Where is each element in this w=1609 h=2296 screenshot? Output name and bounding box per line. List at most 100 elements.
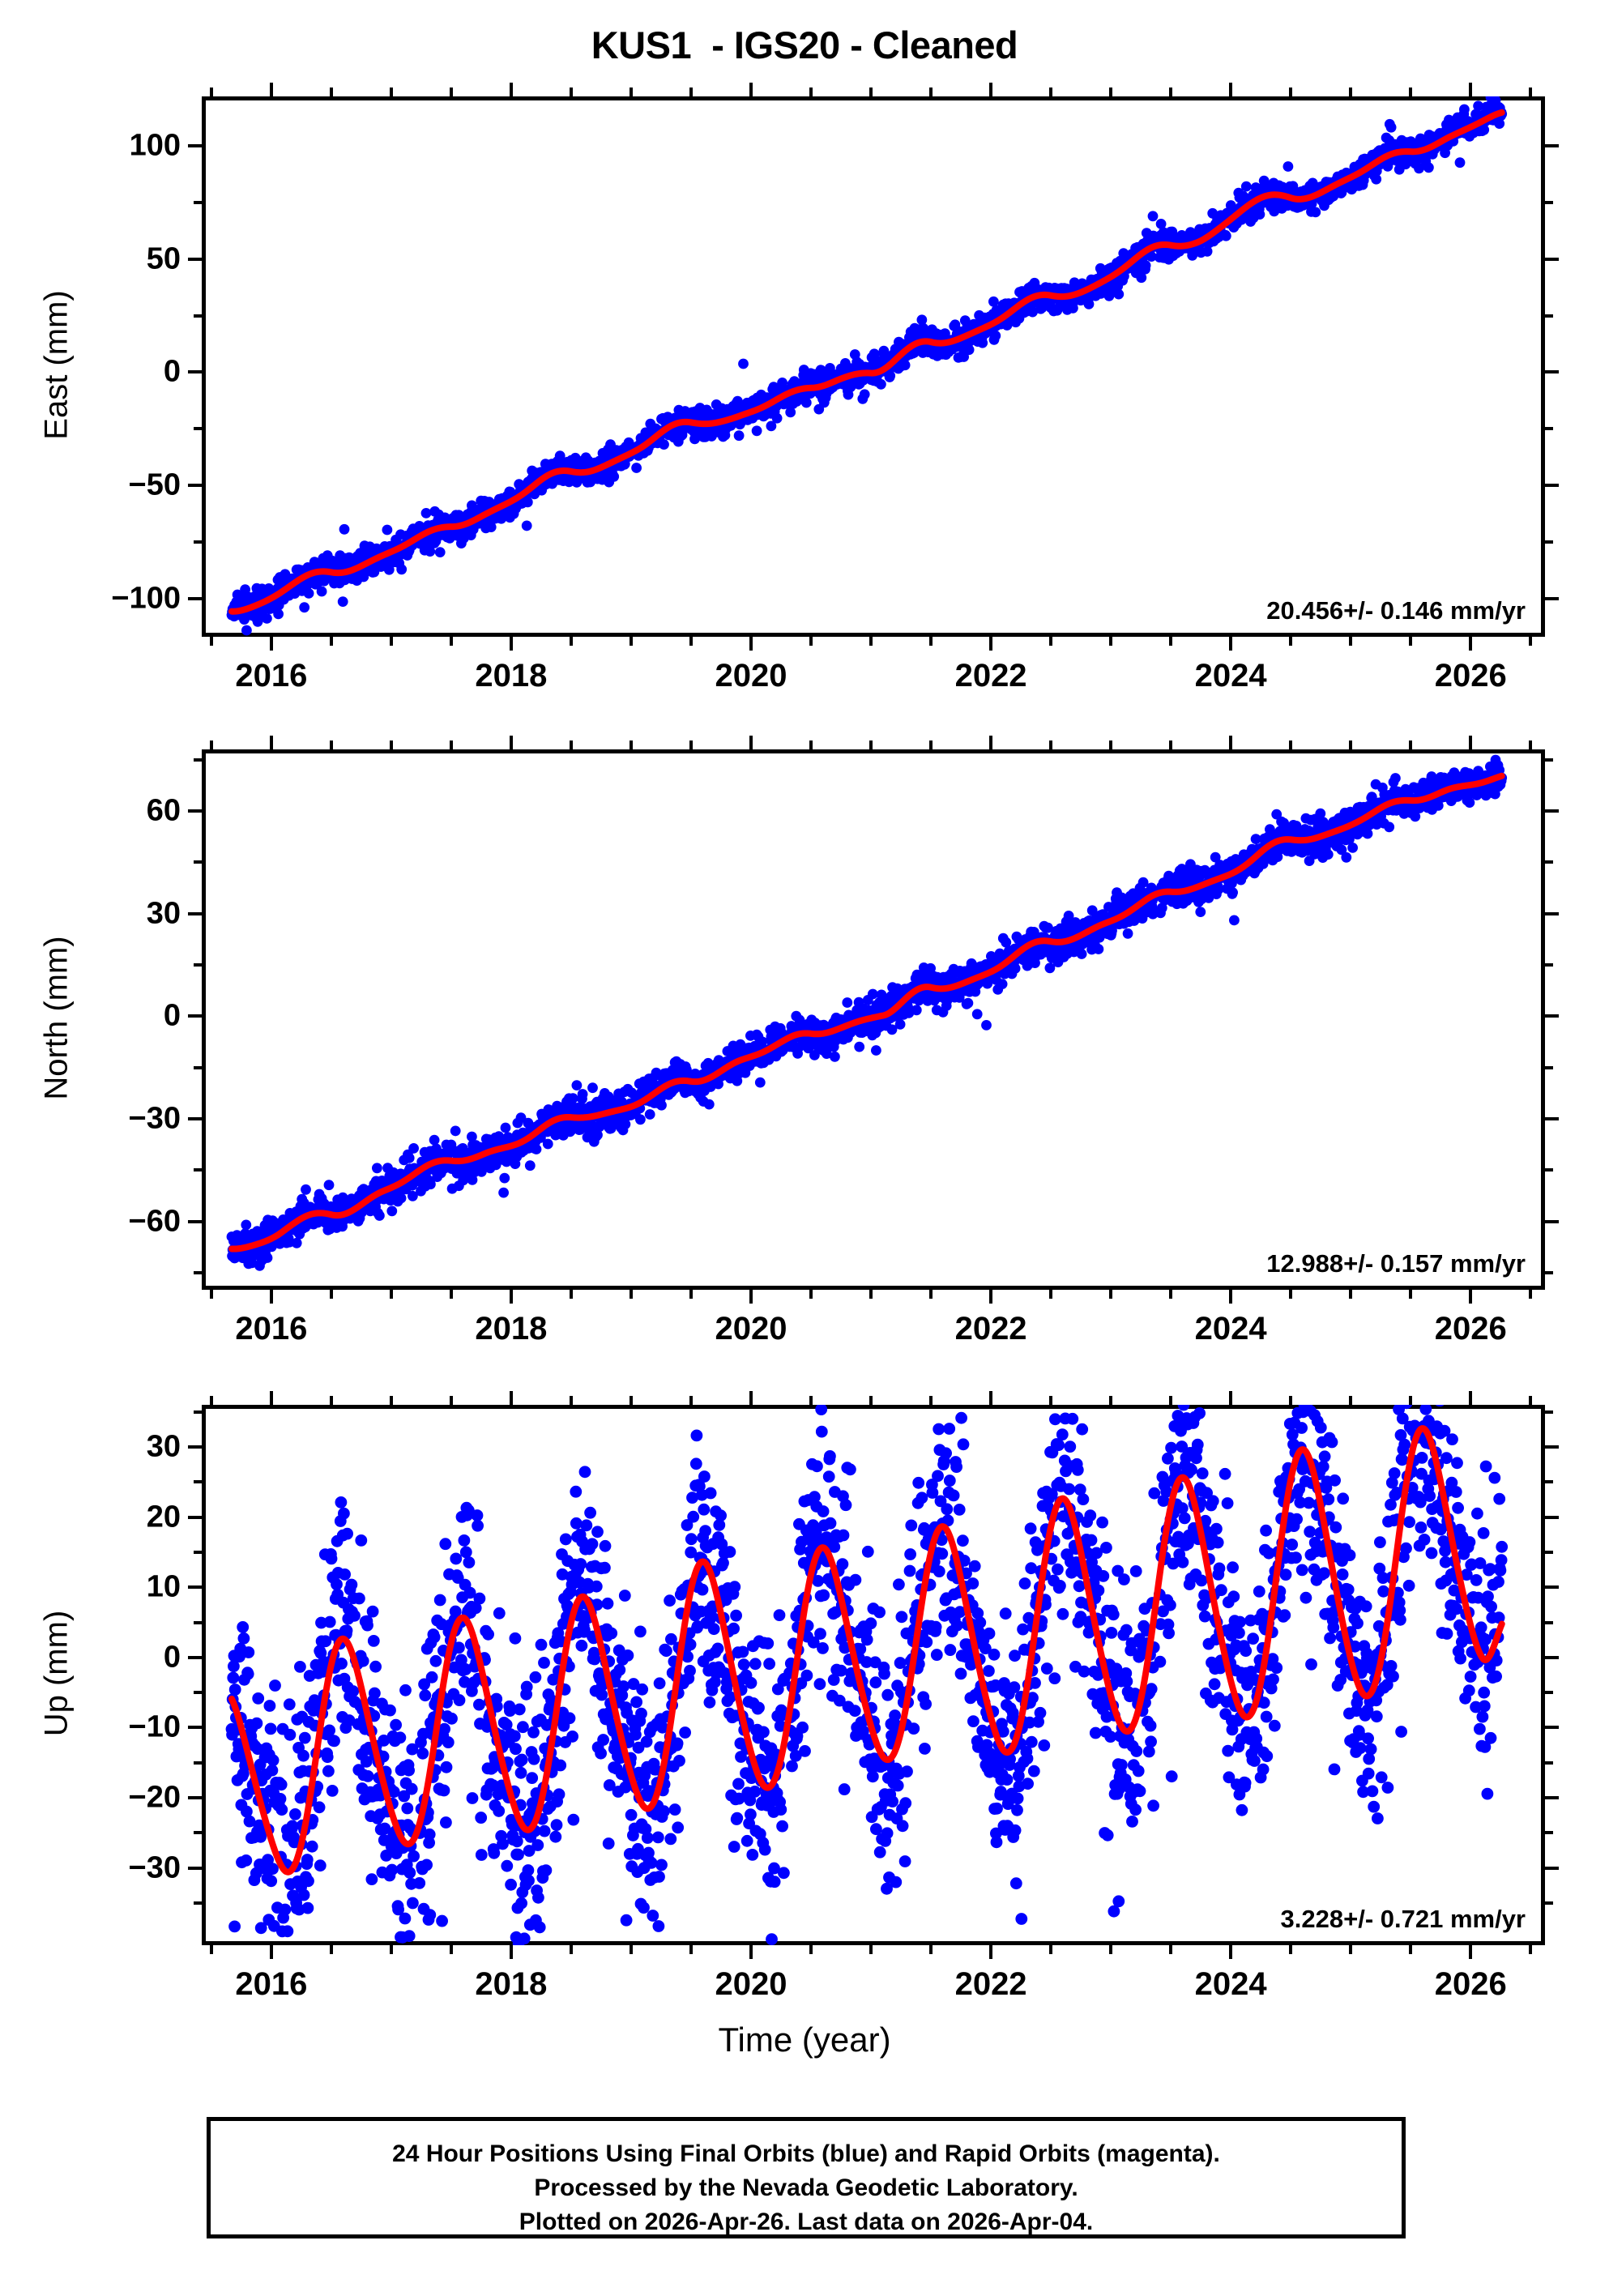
y-tick-label-north: 30 (146, 896, 181, 931)
x-minor-tick-east (449, 637, 453, 646)
y-tick-up (188, 1445, 202, 1449)
x-minor-tick-north (569, 740, 573, 749)
y-tick-north (1545, 911, 1559, 915)
y-tick-label-up: −20 (128, 1780, 181, 1815)
y-tick-label-east: −50 (128, 467, 181, 502)
y-minor-tick-north (194, 962, 202, 967)
x-minor-tick-east (329, 637, 333, 646)
y-minor-tick-east (1545, 201, 1553, 205)
y-tick-east (188, 370, 202, 374)
y-minor-tick-up (1545, 1760, 1553, 1765)
x-minor-tick-north (1409, 740, 1413, 749)
x-tick-east (1469, 83, 1473, 96)
x-minor-tick-east (869, 87, 873, 96)
x-minor-tick-east (689, 87, 693, 96)
x-minor-tick-north (1289, 740, 1293, 749)
figure-title: KUS1 - IGS20 - Cleaned (591, 23, 1018, 66)
x-tick-up (1229, 1945, 1233, 1959)
y-tick-label-up: 0 (163, 1640, 181, 1675)
y-tick-label-east: 100 (129, 128, 181, 163)
y-tick-north (1545, 1219, 1559, 1223)
y-minor-tick-north (1545, 1168, 1553, 1172)
y-minor-tick-east (1545, 427, 1553, 431)
x-minor-tick-east (1409, 637, 1413, 646)
x-tick-east (989, 83, 993, 96)
x-minor-tick-up (329, 1396, 333, 1405)
y-minor-tick-up (194, 1831, 202, 1835)
x-minor-tick-up (929, 1945, 933, 1954)
x-minor-tick-up (809, 1945, 813, 1954)
y-minor-tick-east (1545, 540, 1553, 544)
y-tick-north (1545, 1116, 1559, 1120)
x-tick-label-up: 2026 (1434, 1966, 1507, 2002)
x-minor-tick-up (1109, 1396, 1113, 1405)
y-tick-up (188, 1726, 202, 1730)
y-minor-tick-north (1545, 758, 1553, 762)
y-minor-tick-north (194, 1270, 202, 1274)
y-minor-tick-east (194, 427, 202, 431)
x-tick-east (1469, 637, 1473, 651)
x-minor-tick-east (1109, 87, 1113, 96)
x-tick-label-up: 2024 (1194, 1966, 1267, 2002)
x-minor-tick-east (929, 637, 933, 646)
y-tick-up (188, 1796, 202, 1800)
x-minor-tick-up (389, 1396, 393, 1405)
x-tick-label-east: 2024 (1194, 658, 1267, 693)
y-minor-tick-up (194, 1480, 202, 1484)
y-tick-east (1545, 144, 1559, 148)
y-tick-label-east: −100 (111, 581, 181, 616)
x-tick-label-up: 2018 (475, 1966, 548, 2002)
y-minor-tick-up (1545, 1620, 1553, 1624)
panel-east: 20.456+/- 0.146 mm/yr (188, 83, 1559, 651)
x-tick-up (1469, 1945, 1473, 1959)
x-minor-tick-north (389, 1290, 393, 1299)
y-tick-east (1545, 596, 1559, 600)
y-minor-tick-up (194, 1901, 202, 1906)
y-tick-label-up: 10 (146, 1569, 181, 1604)
x-minor-tick-north (329, 740, 333, 749)
y-minor-tick-up (194, 1410, 202, 1414)
y-minor-tick-up (1545, 1480, 1553, 1484)
y-minor-tick-east (194, 540, 202, 544)
x-minor-tick-north (1049, 740, 1053, 749)
y-tick-up (1545, 1726, 1559, 1730)
x-minor-tick-north (209, 1290, 213, 1299)
x-axis-title: Time (year) (718, 2021, 891, 2059)
x-minor-tick-up (1049, 1945, 1053, 1954)
y-minor-tick-north (1545, 1270, 1553, 1274)
y-tick-label-east: 0 (163, 354, 181, 389)
x-minor-tick-up (209, 1945, 213, 1954)
footer-caption-box: 24 Hour Positions Using Final Orbits (bl… (207, 2117, 1406, 2238)
north-axis-title: North (mm) (38, 936, 75, 1100)
y-tick-label-up: 20 (146, 1500, 181, 1534)
x-minor-tick-up (1049, 1396, 1053, 1405)
x-minor-tick-up (809, 1396, 813, 1405)
x-minor-tick-up (569, 1396, 573, 1405)
up-axis-title: Up (mm) (38, 1610, 75, 1737)
y-minor-tick-up (194, 1760, 202, 1765)
x-minor-tick-north (1109, 1290, 1113, 1299)
x-tick-label-north: 2016 (235, 1311, 308, 1346)
x-tick-label-east: 2016 (235, 658, 308, 693)
x-minor-tick-east (689, 637, 693, 646)
y-minor-tick-north (194, 1168, 202, 1172)
y-tick-north (188, 809, 202, 813)
x-tick-label-up: 2016 (235, 1966, 308, 2002)
x-minor-tick-north (929, 1290, 933, 1299)
x-minor-tick-north (869, 1290, 873, 1299)
x-minor-tick-east (629, 87, 633, 96)
x-tick-label-north: 2024 (1194, 1311, 1267, 1346)
x-minor-tick-north (329, 1290, 333, 1299)
x-minor-tick-up (1289, 1396, 1293, 1405)
y-tick-up (188, 1515, 202, 1519)
x-minor-tick-up (689, 1945, 693, 1954)
panel-up: 3.228+/- 0.721 mm/yr (188, 1391, 1559, 1959)
y-tick-east (188, 144, 202, 148)
y-tick-up (1545, 1445, 1559, 1449)
x-minor-tick-north (629, 1290, 633, 1299)
x-tick-north (509, 1290, 513, 1304)
panel-up-plot-area (225, 1405, 1509, 1945)
y-tick-up (188, 1585, 202, 1590)
x-tick-north (989, 736, 993, 749)
x-minor-tick-up (1409, 1945, 1413, 1954)
